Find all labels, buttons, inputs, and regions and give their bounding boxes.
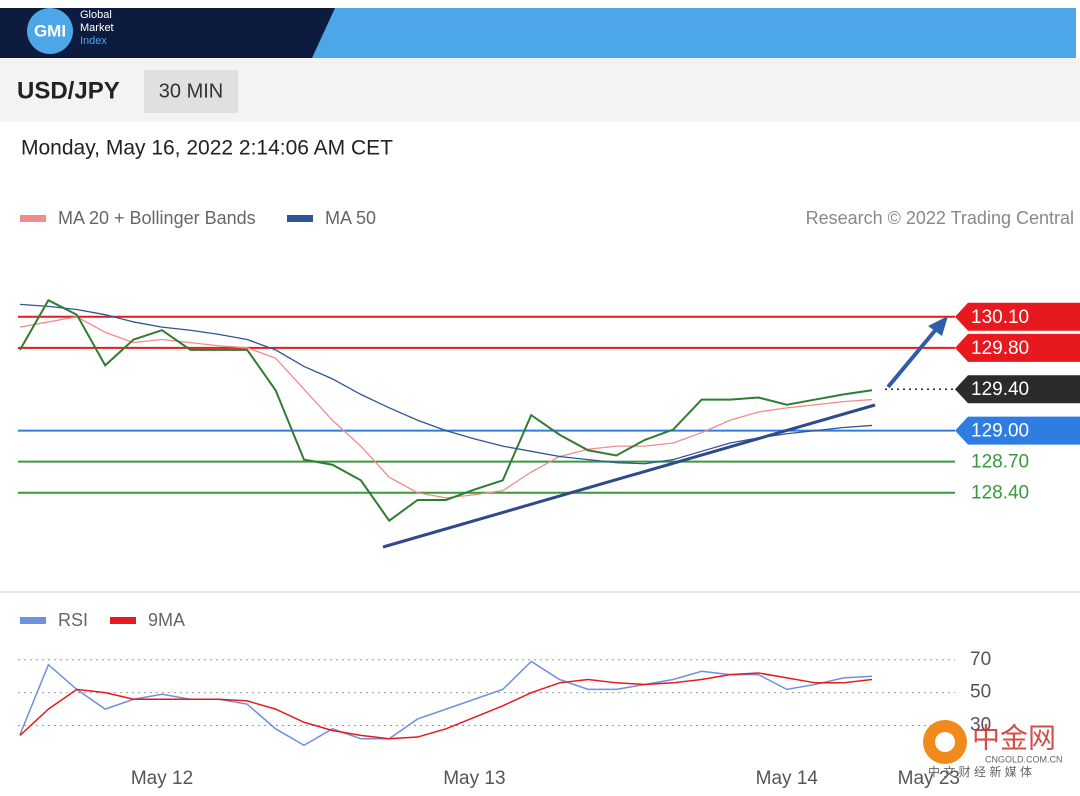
legend-label: MA 20 + Bollinger Bands bbox=[58, 208, 256, 228]
ma-line bbox=[19, 303, 873, 465]
level-tag bbox=[955, 375, 1080, 404]
header-brand-area bbox=[0, 8, 335, 58]
level-label: 128.70 bbox=[971, 452, 1029, 473]
watermark-logo-inner bbox=[935, 732, 955, 752]
target-arrow bbox=[886, 325, 940, 389]
x-tick-label: May 14 bbox=[756, 768, 819, 789]
brand-word: Index bbox=[80, 35, 107, 47]
watermark-domain: CNGOLD.COM.CN bbox=[985, 754, 1063, 764]
legend-label: MA 50 bbox=[325, 208, 376, 228]
brand-word: Global bbox=[80, 9, 112, 21]
rsi-line bbox=[19, 672, 873, 740]
legend-swatch bbox=[287, 215, 313, 222]
level-tag bbox=[955, 302, 1080, 331]
plot: 130.10 129.80 129.40 129.00 128.70 128.40 MA 2… bbox=[18, 208, 1080, 789]
timeframe: 30 MIN bbox=[159, 80, 223, 102]
timeframe-button[interactable] bbox=[144, 70, 238, 113]
x-tick-label: May 13 bbox=[443, 768, 505, 789]
x-tick-label: May 23 bbox=[898, 768, 960, 789]
level-label: 129.40 bbox=[971, 379, 1029, 400]
brand-word: Market bbox=[80, 22, 114, 34]
legend-swatch bbox=[20, 617, 46, 624]
price-line bbox=[19, 298, 873, 523]
credit: Research © 2022 Trading Central bbox=[806, 208, 1074, 228]
level-tag bbox=[955, 333, 1080, 362]
level-tag bbox=[955, 416, 1080, 445]
y-tick-label: 50 bbox=[970, 682, 991, 703]
ma-line bbox=[19, 316, 873, 499]
level-label: 129.80 bbox=[971, 338, 1029, 359]
arrow-head bbox=[928, 316, 948, 336]
logo-text: GMI bbox=[34, 21, 66, 40]
watermark-name: 中金网 bbox=[972, 722, 1056, 753]
level-label: 129.00 bbox=[971, 421, 1029, 442]
legend-label: RSI bbox=[58, 610, 88, 630]
pair: USD/JPY bbox=[17, 77, 120, 104]
legend-swatch bbox=[20, 215, 46, 222]
timestamp: Monday, May 16, 2022 2:14:06 AM CET bbox=[21, 137, 393, 160]
y-tick-label: 70 bbox=[970, 649, 991, 670]
logo[interactable] bbox=[27, 8, 73, 54]
watermark-tagline: 中 文 财 经 新 媒 体 bbox=[928, 764, 1032, 779]
legend-label: 9MA bbox=[148, 610, 185, 630]
x-tick-label: May 12 bbox=[131, 768, 193, 789]
trendline bbox=[382, 403, 876, 549]
level-label: 130.10 bbox=[971, 307, 1029, 328]
legend-swatch bbox=[110, 617, 136, 624]
y-tick-label: 30 bbox=[970, 715, 991, 736]
level-label: 128.40 bbox=[971, 483, 1029, 504]
